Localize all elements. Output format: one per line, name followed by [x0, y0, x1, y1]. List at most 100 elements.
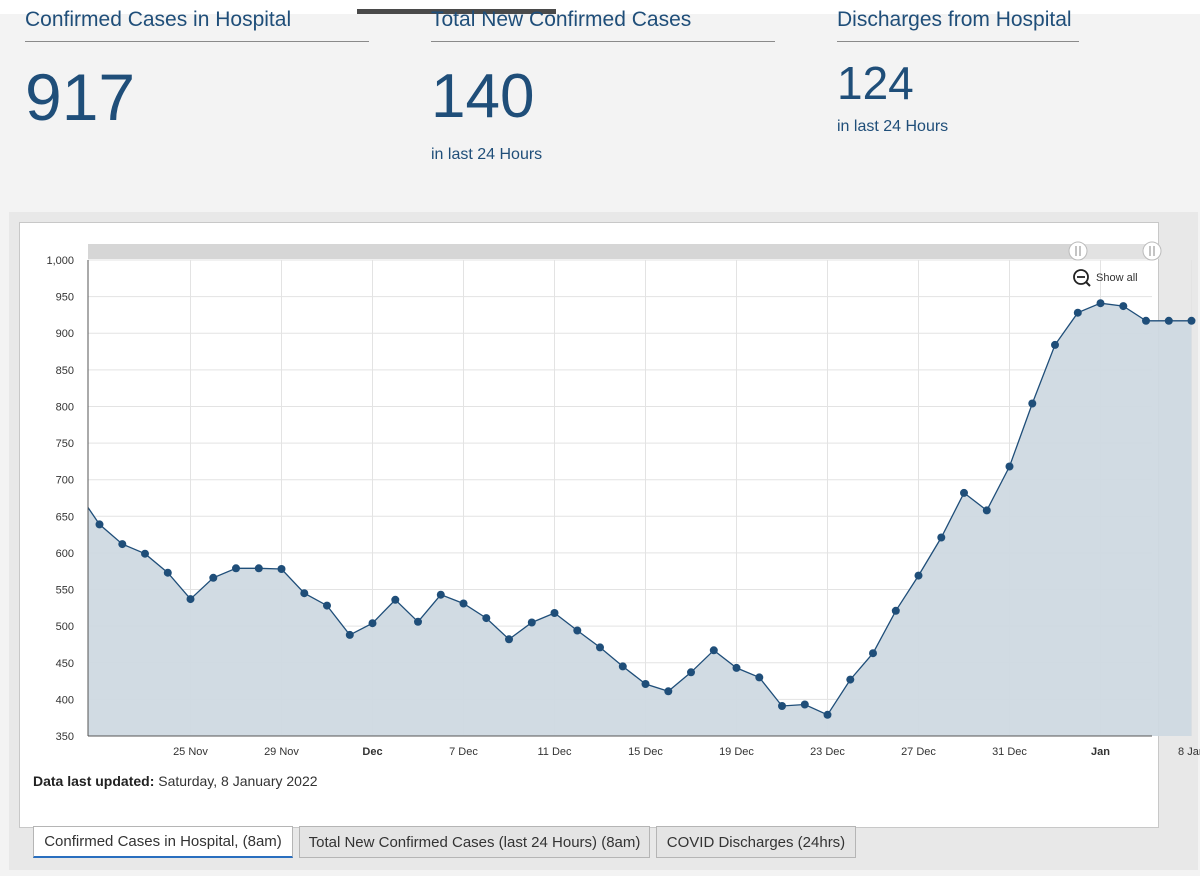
- data-point[interactable]: [232, 564, 240, 573]
- data-point[interactable]: [914, 571, 923, 580]
- data-point[interactable]: [505, 635, 513, 644]
- data-point[interactable]: [732, 663, 741, 672]
- data-point[interactable]: [141, 549, 149, 558]
- tab-discharges[interactable]: COVID Discharges (24hrs): [656, 826, 856, 858]
- data-point[interactable]: [300, 589, 309, 598]
- stat-value: 140: [431, 62, 535, 131]
- series-area: [88, 303, 1192, 736]
- y-tick-label: 850: [56, 365, 74, 377]
- data-point[interactable]: [846, 675, 855, 684]
- data-point[interactable]: [209, 573, 218, 582]
- data-updated: Data last updated: Saturday, 8 January 2…: [33, 773, 318, 789]
- data-point[interactable]: [391, 595, 400, 604]
- tab-confirmed-cases[interactable]: Confirmed Cases in Hospital, (8am): [33, 826, 293, 858]
- data-point[interactable]: [823, 710, 832, 719]
- data-point[interactable]: [550, 609, 559, 617]
- data-point[interactable]: [778, 702, 786, 710]
- x-tick-label: 29 Nov: [264, 746, 299, 758]
- data-point[interactable]: [436, 590, 445, 599]
- y-tick-label: 450: [56, 658, 74, 670]
- data-point[interactable]: [277, 565, 286, 573]
- data-point[interactable]: [118, 540, 127, 549]
- data-point[interactable]: [891, 606, 900, 615]
- x-tick-label: 19 Dec: [719, 746, 754, 758]
- y-tick-label: 650: [56, 511, 74, 523]
- data-point[interactable]: [1187, 316, 1196, 325]
- range-navigator[interactable]: [88, 241, 1162, 261]
- data-point[interactable]: [709, 646, 718, 655]
- data-point[interactable]: [1005, 462, 1014, 471]
- y-tick-label: 800: [56, 401, 74, 413]
- stat-value: 917: [25, 60, 136, 134]
- updated-label: Data last updated:: [33, 773, 155, 789]
- data-point[interactable]: [1096, 299, 1105, 308]
- data-point[interactable]: [664, 687, 673, 696]
- stat-value: 124: [837, 57, 914, 109]
- data-point[interactable]: [368, 619, 377, 628]
- data-point[interactable]: [323, 601, 331, 610]
- data-point[interactable]: [641, 680, 650, 688]
- x-tick-label: 15 Dec: [628, 746, 663, 758]
- data-point[interactable]: [459, 599, 468, 608]
- data-point[interactable]: [527, 618, 536, 627]
- y-tick-label: 750: [56, 438, 74, 450]
- y-tick-label: 900: [56, 328, 74, 340]
- data-point[interactable]: [163, 568, 172, 577]
- data-point[interactable]: [1142, 316, 1150, 325]
- top-bar: [0, 0, 1200, 14]
- navigator-handle-left[interactable]: [1068, 241, 1088, 261]
- y-tick-label: 400: [56, 694, 74, 706]
- data-point[interactable]: [1028, 399, 1037, 408]
- y-tick-label: 1,000: [46, 255, 74, 267]
- updated-value: Saturday, 8 January 2022: [158, 773, 318, 789]
- axis-layer: 350 400 450 500 550 600 650 700 750 800 850 900 950 1…: [46, 255, 1200, 758]
- data-point[interactable]: [960, 488, 968, 497]
- show-all-button[interactable]: Show all: [1073, 269, 1138, 287]
- data-point[interactable]: [482, 614, 491, 623]
- data-point[interactable]: [1051, 340, 1059, 349]
- data-point[interactable]: [1119, 302, 1128, 311]
- y-tick-label: 950: [56, 292, 74, 304]
- data-point[interactable]: [755, 673, 764, 682]
- data-point[interactable]: [573, 626, 582, 635]
- x-tick-label: 31 Dec: [992, 746, 1027, 758]
- x-tick-label: 23 Dec: [810, 746, 845, 758]
- points-layer: [95, 299, 1196, 719]
- data-point[interactable]: [1073, 308, 1082, 317]
- data-point[interactable]: [186, 595, 195, 604]
- data-point[interactable]: [345, 630, 354, 639]
- data-point[interactable]: [1164, 316, 1173, 325]
- stat-discharges: Discharges from Hospital 124 in last 24 …: [837, 0, 1079, 136]
- data-point[interactable]: [982, 506, 991, 515]
- data-point[interactable]: [95, 520, 104, 529]
- data-point[interactable]: [687, 668, 695, 677]
- data-point[interactable]: [254, 564, 263, 573]
- stat-title: Confirmed Cases in Hospital: [25, 0, 369, 42]
- data-point[interactable]: [596, 643, 604, 652]
- y-tick-label: 700: [56, 475, 74, 487]
- zoom-out-icon: [1073, 269, 1091, 287]
- x-tick-label: 11 Dec: [537, 746, 572, 758]
- x-tick-label: 8 Jan: [1178, 746, 1200, 758]
- data-point[interactable]: [800, 700, 809, 709]
- x-tick-label: 25 Nov: [173, 746, 208, 758]
- data-point[interactable]: [618, 662, 627, 671]
- x-tick-label: 27 Dec: [901, 746, 936, 758]
- active-stat-indicator: [357, 9, 556, 14]
- data-point[interactable]: [937, 533, 946, 542]
- navigator-selection[interactable]: [88, 244, 1078, 259]
- x-tick-label: Dec: [362, 746, 382, 758]
- data-point[interactable]: [869, 649, 877, 658]
- navigator-handle-right[interactable]: [1142, 241, 1162, 261]
- data-point[interactable]: [414, 617, 422, 626]
- y-tick-label: 350: [56, 731, 74, 743]
- x-tick-label: 7 Dec: [449, 746, 478, 758]
- stat-title: Total New Confirmed Cases: [431, 0, 775, 42]
- y-tick-label: 600: [56, 548, 74, 560]
- y-tick-label: 550: [56, 585, 74, 597]
- y-tick-label: 500: [56, 621, 74, 633]
- show-all-label[interactable]: Show all: [1096, 272, 1138, 284]
- stat-confirmed-in-hospital: Confirmed Cases in Hospital 917: [25, 0, 369, 130]
- tab-new-confirmed[interactable]: Total New Confirmed Cases (last 24 Hours…: [299, 826, 650, 858]
